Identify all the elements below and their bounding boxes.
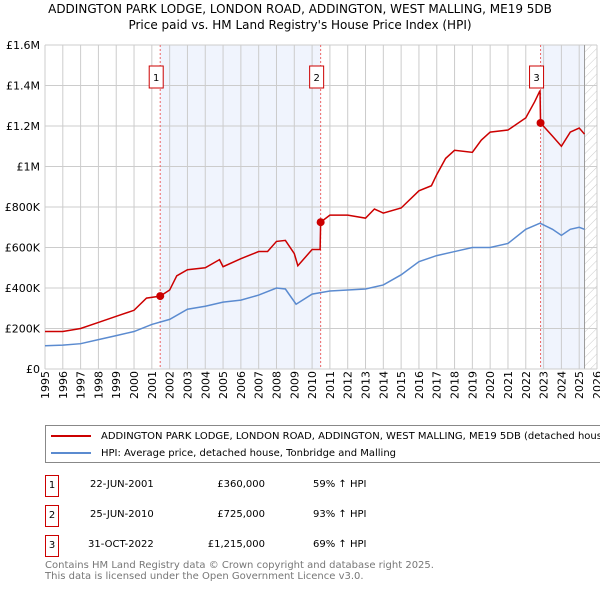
legend-blue-swatch	[51, 452, 91, 454]
y-tick-label: £1.2M	[6, 120, 40, 133]
legend-red-label: ADDINGTON PARK LODGE, LONDON ROAD, ADDIN…	[101, 430, 600, 442]
legend: ADDINGTON PARK LODGE, LONDON ROAD, ADDIN…	[45, 425, 600, 463]
sale-flag	[529, 65, 545, 89]
sale-point	[536, 118, 545, 127]
x-tick-label: 2005	[217, 371, 230, 399]
sale-flag-label: 2	[313, 73, 319, 84]
x-tick-label: 2008	[270, 371, 283, 399]
x-tick-label: 2021	[502, 371, 515, 399]
series-line	[44, 222, 585, 347]
sale-price: £360,000	[217, 479, 265, 490]
x-tick-label: 2024	[555, 371, 568, 399]
x-tick-label: 2007	[253, 371, 266, 399]
series-line	[45, 90, 586, 333]
x-tick-label: 2009	[288, 371, 301, 399]
x-tick-label: 2004	[199, 371, 212, 399]
y-tick-label: £0	[26, 363, 40, 376]
x-tick-label: 2013	[360, 371, 373, 399]
x-tick-label: 2023	[538, 371, 551, 399]
sale-number: 1	[45, 475, 59, 497]
x-tick-label: 2017	[431, 371, 444, 399]
x-tick-label: 2006	[235, 371, 248, 399]
sale-point	[156, 292, 165, 301]
sale-number: 2	[45, 505, 59, 527]
legend-red-swatch	[51, 435, 91, 437]
x-tick-label: 2010	[306, 371, 319, 399]
x-tick-label: 2020	[484, 371, 497, 399]
x-tick-label: 1999	[110, 371, 123, 399]
sale-point	[316, 218, 325, 227]
y-tick-label: £1.6M	[6, 39, 40, 52]
x-tick-label: 1995	[39, 371, 52, 399]
sale-hpi: 59% ↑ HPI	[313, 479, 367, 490]
legend-blue-label: HPI: Average price, detached house, Tonb…	[101, 447, 397, 459]
x-tick-label: 1996	[57, 371, 70, 399]
sale-row: 1 22-JUN-2001 £360,000 59% ↑ HPI	[45, 475, 445, 497]
price-chart: 1995 1996 1997 1998 1999 2000 2001 2002 2003 2004…	[5, 39, 600, 399]
sale-date: 22-JUN-2001	[90, 479, 154, 490]
y-tick-label: £800K	[5, 201, 41, 214]
sale-number: 3	[45, 535, 59, 557]
sale-price: £1,215,000	[207, 539, 265, 550]
sale-date: 25-JUN-2010	[90, 509, 154, 520]
x-tick-label: 1998	[92, 371, 105, 399]
x-tick-label: 2014	[377, 371, 390, 399]
x-tick-label: 2001	[146, 371, 159, 399]
x-tick-label: 2018	[449, 371, 462, 399]
sale-row: 2 25-JUN-2010 £725,000 93% ↑ HPI	[45, 505, 445, 527]
sale-hpi: 93% ↑ HPI	[313, 509, 367, 520]
y-tick-label: £1M	[17, 161, 41, 174]
x-tick-label: 2016	[413, 371, 426, 399]
footer-line1: Contains HM Land Registry data © Crown c…	[45, 560, 434, 571]
sale-flag	[148, 65, 164, 89]
sale-flag	[309, 65, 325, 89]
x-tick-label: 2019	[466, 371, 479, 399]
footer-line2: This data is licensed under the Open Gov…	[45, 571, 364, 582]
x-tick-label: 2012	[342, 371, 355, 399]
footer: Contains HM Land Registry data © Crown c…	[45, 560, 434, 582]
x-tick-label: 2025	[573, 371, 586, 399]
y-tick-label: £400K	[5, 282, 41, 295]
chart-title: ADDINGTON PARK LODGE, LONDON ROAD, ADDIN…	[48, 2, 552, 16]
chart-subtitle: Price paid vs. HM Land Registry's House …	[128, 18, 472, 32]
x-tick-label: 2015	[395, 371, 408, 399]
y-tick-label: £1.4M	[6, 80, 40, 93]
x-tick-label: 2026	[591, 371, 600, 399]
y-tick-label: £200K	[5, 323, 41, 336]
sale-flag-label: 3	[533, 73, 539, 84]
sale-row: 3 31-OCT-2022 £1,215,000 69% ↑ HPI	[45, 535, 445, 557]
sale-flag-label: 1	[153, 73, 159, 84]
x-tick-label: 2022	[520, 371, 533, 399]
x-tick-label: 2011	[324, 371, 337, 399]
sale-hpi: 69% ↑ HPI	[313, 539, 367, 550]
x-tick-label: 2003	[181, 371, 194, 399]
x-tick-label: 2000	[128, 371, 141, 399]
x-tick-label: 2002	[164, 371, 177, 399]
y-tick-label: £600K	[5, 242, 41, 255]
x-tick-label: 1997	[75, 371, 88, 399]
sale-price: £725,000	[217, 509, 265, 520]
sale-date: 31-OCT-2022	[88, 539, 154, 550]
